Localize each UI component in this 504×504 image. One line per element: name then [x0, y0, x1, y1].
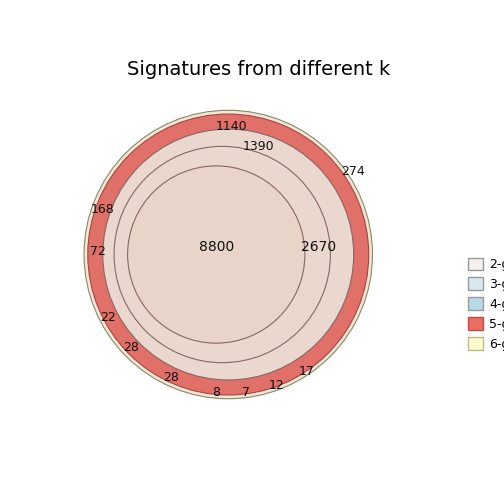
Text: 1390: 1390	[242, 140, 274, 153]
Text: 8: 8	[212, 386, 220, 399]
Text: 7: 7	[242, 386, 250, 399]
Circle shape	[114, 146, 331, 363]
Text: 1140: 1140	[215, 119, 247, 133]
Text: 274: 274	[341, 165, 365, 178]
Text: 168: 168	[90, 203, 114, 216]
Text: 12: 12	[269, 379, 284, 392]
Title: Signatures from different k: Signatures from different k	[127, 60, 390, 79]
Circle shape	[88, 114, 369, 395]
Text: 2670: 2670	[301, 240, 336, 254]
Text: 72: 72	[90, 245, 105, 258]
Legend: 2-group, 3-group, 4-group, 5-group, 6-group: 2-group, 3-group, 4-group, 5-group, 6-gr…	[468, 258, 504, 351]
Text: 17: 17	[298, 365, 314, 378]
Text: 28: 28	[163, 371, 179, 384]
Circle shape	[103, 129, 354, 380]
Text: 8800: 8800	[199, 240, 234, 254]
Text: 28: 28	[122, 341, 139, 354]
Text: 22: 22	[100, 311, 116, 324]
Circle shape	[84, 110, 372, 399]
Circle shape	[128, 166, 305, 343]
